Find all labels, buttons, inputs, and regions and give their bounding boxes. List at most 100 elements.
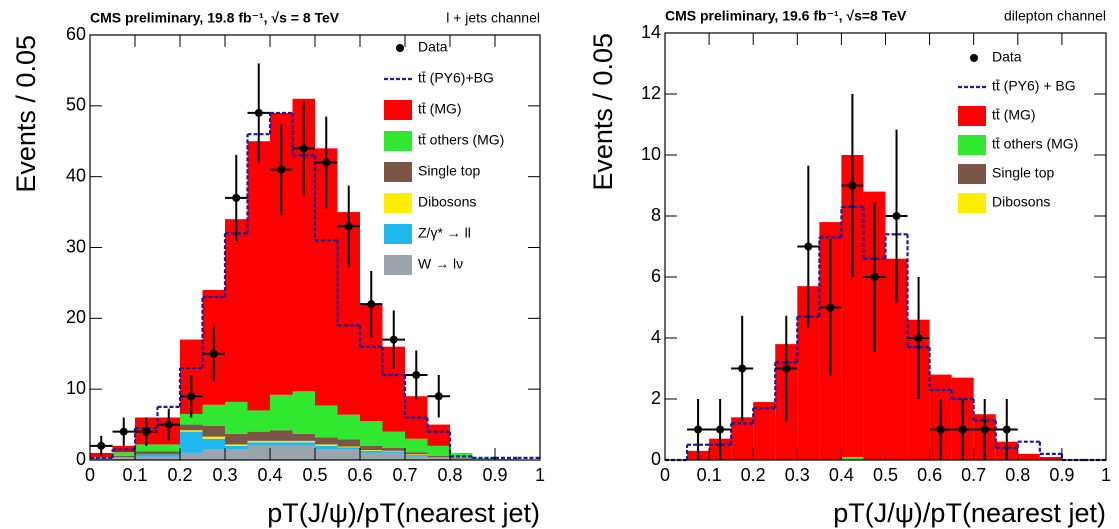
- legend-label: tt̄ (PY6)+BG: [418, 70, 494, 86]
- data-point: [434, 392, 443, 401]
- legend-swatch: [384, 193, 412, 213]
- x-tick-label: 0.8: [1005, 465, 1030, 485]
- x-tick-label: 0.1: [122, 465, 147, 485]
- x-tick-label: 0.6: [347, 465, 372, 485]
- data-point: [870, 273, 879, 281]
- histogram-bar: [315, 444, 338, 446]
- histogram-bar: [270, 442, 293, 446]
- histogram-bar: [382, 451, 405, 453]
- data-point: [1002, 425, 1011, 434]
- chart-title: CMS preliminary, 19.8 fb⁻¹, √s = 8 TeV: [90, 10, 340, 26]
- data-point: [694, 425, 703, 434]
- legend-label: tt̄ (MG): [418, 101, 462, 117]
- legend-label: Z/γ* → ll: [418, 225, 471, 241]
- histogram-bar: [360, 304, 383, 422]
- histogram-bar: [405, 456, 428, 460]
- histogram-bar: [382, 452, 405, 460]
- y-tick-label: 6: [651, 266, 661, 286]
- data-point: [804, 242, 813, 251]
- histogram-bar: [247, 431, 270, 441]
- legend-label: tt̄ (PY6) + BG: [992, 78, 1076, 94]
- y-axis-title: Events / 0.05: [11, 35, 41, 193]
- x-tick-label: 0.3: [785, 465, 810, 485]
- histogram-bar: [1017, 453, 1040, 460]
- data-point: [848, 181, 857, 190]
- x-tick-label: 0.5: [302, 465, 327, 485]
- histogram-bar: [472, 457, 495, 460]
- legend-marker: [970, 54, 978, 62]
- histogram-bar: [90, 457, 113, 459]
- histogram-bar: [135, 451, 158, 455]
- data-point: [254, 108, 263, 117]
- data-point: [980, 425, 989, 434]
- y-tick-label: 50: [66, 95, 86, 115]
- chart-subtitle: l + jets channel: [446, 10, 540, 26]
- data-point: [187, 392, 196, 401]
- histogram-bar: [270, 445, 293, 460]
- histogram-bar: [112, 455, 135, 458]
- histogram-bar: [360, 450, 383, 451]
- x-tick-label: 0.3: [212, 465, 237, 485]
- legend-swatch: [384, 131, 412, 151]
- chart-title: CMS preliminary, 19.6 fb⁻¹, √s=8 TeV: [665, 8, 907, 24]
- histogram-bar: [180, 430, 203, 432]
- histogram-bar: [202, 436, 225, 439]
- data-point: [738, 364, 747, 373]
- y-tick-label: 30: [66, 236, 86, 256]
- legend-label: tt̄ others (MG): [418, 132, 504, 148]
- histogram-bar: [427, 455, 450, 458]
- histogram-bar: [315, 445, 338, 450]
- histogram-bar: [1039, 456, 1062, 460]
- histogram-bar: [315, 449, 338, 460]
- histogram-bar: [382, 431, 405, 448]
- legend-swatch: [384, 162, 412, 182]
- x-tick-label: 0.2: [167, 465, 192, 485]
- histogram-bar: [292, 391, 315, 434]
- histogram-bar: [315, 148, 338, 406]
- histogram-bar: [427, 424, 450, 446]
- y-tick-label: 2: [651, 388, 661, 408]
- histogram-bar: [90, 457, 113, 458]
- histogram-bar: [135, 444, 158, 452]
- histogram-bar: [157, 454, 180, 457]
- data-point: [716, 425, 725, 434]
- y-tick-label: 0: [76, 449, 86, 469]
- histogram-bar: [731, 417, 754, 460]
- legend-label: Dibosons: [992, 194, 1050, 210]
- chart-subtitle: dilepton channel: [1004, 8, 1106, 24]
- histogram-bar: [360, 445, 383, 451]
- histogram-bar: [112, 457, 135, 458]
- histogram-bar: [450, 458, 473, 460]
- histogram-bar: [247, 442, 270, 446]
- histogram-bar: [225, 219, 248, 402]
- data-point: [412, 371, 421, 379]
- histogram-bar: [157, 451, 180, 455]
- data-point: [299, 144, 308, 153]
- x-tick-label: 0.4: [257, 465, 282, 485]
- histogram-bar: [225, 445, 248, 450]
- y-tick-label: 8: [651, 205, 661, 225]
- histogram-bar: [382, 447, 405, 451]
- x-axis-title: pT(J/ψ)/pT(nearest jet): [833, 498, 1106, 528]
- data-point: [209, 349, 218, 358]
- x-tick-label: 0.4: [829, 465, 854, 485]
- histogram-bar: [270, 394, 293, 431]
- y-axis-title: Events / 0.05: [588, 33, 618, 191]
- histogram-bar: [225, 449, 248, 460]
- data-point: [936, 425, 945, 434]
- x-tick-label: 0: [85, 465, 95, 485]
- histogram-bar: [753, 402, 776, 460]
- histogram-bar: [885, 258, 908, 460]
- histogram-bar: [225, 401, 248, 434]
- data-point: [826, 303, 835, 312]
- histogram-bar: [382, 450, 405, 452]
- data-point: [119, 427, 128, 436]
- histogram-bar: [292, 442, 315, 446]
- histogram-bar: [270, 112, 293, 395]
- histogram-bar: [405, 454, 428, 456]
- x-tick-label: 1: [1101, 465, 1111, 485]
- histogram-bar: [360, 452, 383, 460]
- x-tick-label: 0.9: [482, 465, 507, 485]
- legend-label: Data: [418, 39, 448, 55]
